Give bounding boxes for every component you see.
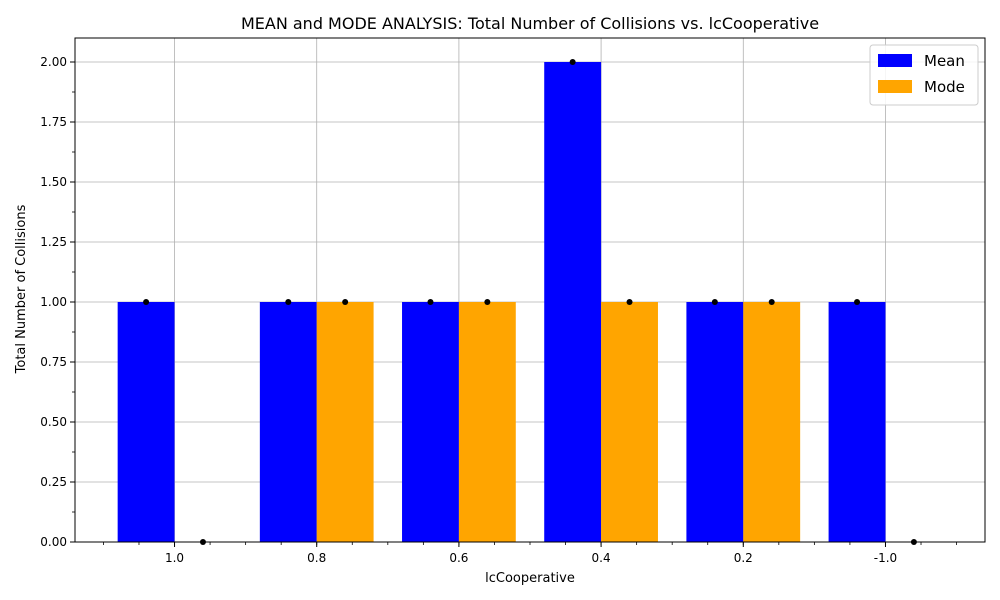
y-tick-label: 2.00	[40, 55, 67, 69]
value-marker	[342, 299, 349, 305]
value-marker	[626, 299, 633, 305]
y-tick-label: 1.00	[40, 295, 67, 309]
y-axis: 0.00 0.25 0.50 0.75 1.00 1.25 1.50 1.75 2.00	[40, 55, 75, 549]
bar-mean	[828, 302, 886, 542]
bar-mean	[402, 302, 459, 542]
legend-label-mode: Mode	[924, 78, 965, 96]
value-marker	[768, 299, 775, 305]
y-axis-label: Total Number of Collisions	[14, 204, 29, 374]
y-tick-label: 1.75	[40, 115, 67, 129]
value-marker	[484, 299, 491, 305]
y-tick-label: 0.75	[40, 355, 67, 369]
legend: Mean Mode	[869, 44, 979, 106]
y-tick-label: 0.25	[40, 475, 67, 489]
markers	[143, 59, 917, 545]
y-tick-label: 1.25	[40, 235, 67, 249]
x-axis: 1.0 0.8 0.6 0.4 0.2 -1.0	[103, 542, 957, 565]
value-marker	[711, 299, 718, 305]
bar-mode	[743, 302, 801, 542]
x-axis-label: lcCooperative	[485, 571, 575, 586]
bar-mean	[117, 302, 175, 542]
x-tick-label: 1.0	[165, 551, 184, 565]
value-marker	[427, 299, 434, 305]
chart-title: MEAN and MODE ANALYSIS: Total Number of …	[241, 14, 819, 33]
legend-swatch-mean	[878, 54, 912, 67]
value-marker	[569, 59, 576, 65]
value-marker	[285, 299, 292, 305]
y-tick-label: 0.00	[40, 535, 67, 549]
x-tick-label: 0.6	[449, 551, 468, 565]
bar-mode	[601, 302, 658, 542]
bar-mean	[686, 302, 744, 542]
bar-mode	[316, 302, 374, 542]
x-tick-label: 0.4	[592, 551, 611, 565]
x-tick-label: -1.0	[874, 551, 897, 565]
bar-mean	[544, 62, 602, 542]
bar-mean	[259, 302, 317, 542]
bars	[117, 62, 886, 542]
x-tick-label: 0.8	[307, 551, 326, 565]
x-tick-label: 0.2	[734, 551, 753, 565]
y-tick-label: 0.50	[40, 415, 67, 429]
legend-label-mean: Mean	[924, 52, 965, 70]
legend-swatch-mode	[878, 80, 912, 93]
value-marker	[143, 299, 150, 305]
y-tick-label: 1.50	[40, 175, 67, 189]
bar-mode	[458, 302, 516, 542]
value-marker	[854, 299, 861, 305]
